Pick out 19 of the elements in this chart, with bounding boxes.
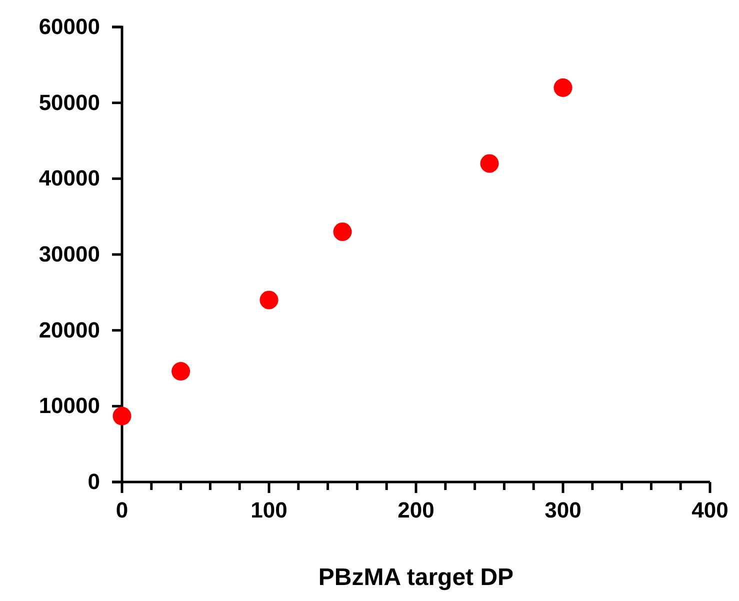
x-axis-title: PBzMA target DP bbox=[318, 564, 514, 591]
x-tick-label: 0 bbox=[116, 498, 128, 523]
x-tick-label: 100 bbox=[250, 498, 288, 523]
y-tick-label: 50000 bbox=[38, 90, 100, 115]
point bbox=[554, 78, 572, 97]
point bbox=[172, 362, 190, 381]
y-tick-label: 60000 bbox=[38, 14, 100, 40]
x-tick-label: 400 bbox=[692, 498, 728, 523]
point bbox=[112, 406, 132, 426]
point bbox=[333, 222, 352, 242]
x-tick-label: 300 bbox=[544, 498, 582, 523]
y-tick-label: 30000 bbox=[38, 242, 100, 267]
y-tick-label: 10000 bbox=[38, 393, 100, 418]
y-tick-label: 0 bbox=[88, 469, 100, 494]
y-tick-label: 40000 bbox=[38, 166, 100, 191]
y-tick-label: 20000 bbox=[38, 317, 100, 342]
point bbox=[260, 290, 278, 310]
point bbox=[480, 154, 499, 173]
x-tick-label: 200 bbox=[398, 498, 434, 523]
